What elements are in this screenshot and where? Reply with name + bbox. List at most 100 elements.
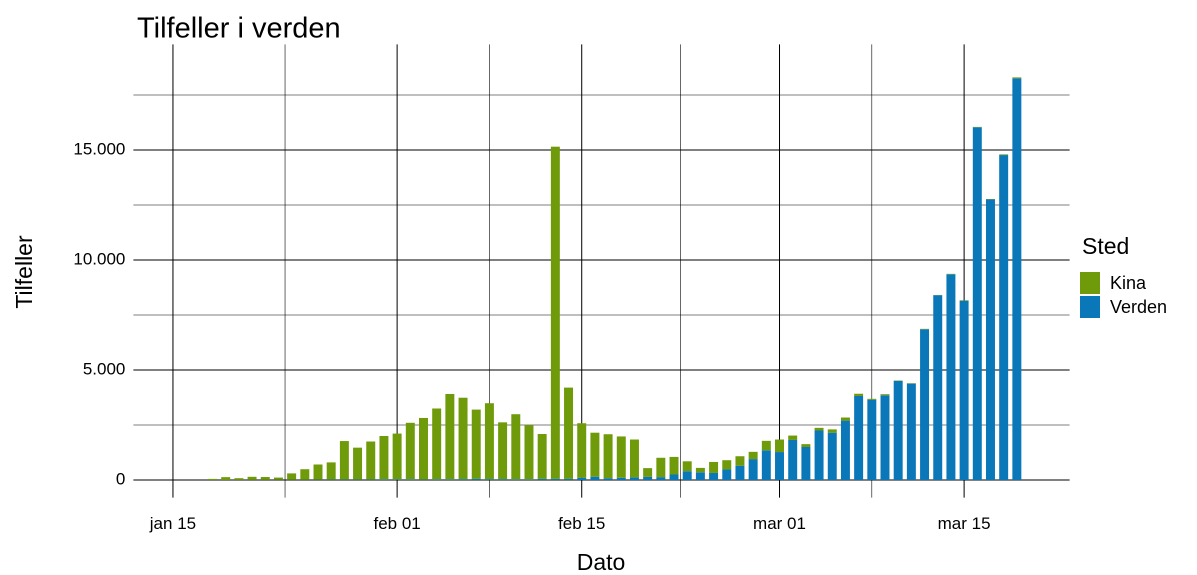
bar-segment — [722, 469, 732, 480]
bar-segment — [682, 461, 692, 472]
bar-segment — [511, 414, 521, 480]
bar-segment — [287, 473, 297, 480]
bar-segment — [695, 467, 705, 473]
bar-segment — [208, 478, 217, 480]
bar-segment — [484, 403, 494, 480]
bar-segment — [550, 146, 560, 479]
bar-segment — [735, 456, 745, 466]
bar-segment — [379, 479, 389, 480]
y-tick-label: 0 — [116, 469, 125, 488]
bar-segment — [326, 462, 336, 480]
bar-segment — [656, 477, 666, 480]
bar-segment — [999, 155, 1009, 480]
bar-segment — [405, 422, 415, 480]
y-axis-label: Tilfeller — [11, 235, 37, 309]
bar-segment — [748, 451, 758, 460]
bar-segment — [445, 393, 455, 480]
bar-segment — [722, 460, 732, 470]
bar-segment — [247, 476, 257, 480]
bar-segment — [643, 468, 653, 477]
bar-segment — [419, 417, 428, 480]
bar-segment — [313, 464, 323, 480]
bar-segment — [986, 199, 995, 480]
bar-segment — [656, 457, 666, 478]
bar-segment — [432, 408, 442, 480]
bar-segment — [564, 478, 574, 480]
bar-segment — [603, 478, 613, 480]
bar-segment — [629, 439, 639, 478]
bar-segment — [761, 450, 771, 480]
bar-segment — [946, 274, 956, 480]
bar-segment — [537, 478, 547, 480]
bar-segment — [524, 425, 534, 480]
bar-segment — [999, 154, 1009, 156]
y-tick-label: 5.000 — [83, 359, 126, 378]
x-tick-label: mar 15 — [938, 514, 991, 533]
bar-segment — [564, 387, 574, 479]
bar-segment — [445, 479, 455, 480]
bar-segment — [392, 479, 402, 480]
bar-segment — [550, 478, 560, 480]
chart-title: Tilfeller i verden — [137, 13, 341, 45]
bar-segment — [260, 477, 270, 480]
bar-segment — [827, 429, 837, 433]
y-tick-label: 15.000 — [73, 139, 125, 158]
bar-segment — [709, 461, 719, 473]
bar-segment — [893, 381, 903, 480]
bar-segment — [353, 447, 363, 480]
bar-segment — [827, 432, 837, 480]
bar-segment — [788, 435, 798, 440]
bar-segment — [405, 479, 415, 480]
grid — [133, 44, 1070, 498]
bar-segment — [669, 456, 679, 475]
bar-segment — [498, 479, 508, 480]
bar-segment — [629, 477, 639, 480]
bar-segment — [458, 479, 468, 480]
bar-segment — [801, 447, 811, 480]
bar-segment — [643, 476, 653, 480]
bar-segment — [537, 434, 547, 479]
bar-segment — [669, 474, 679, 480]
bar-segment — [906, 383, 916, 480]
bar-segment — [775, 439, 784, 453]
bar-segment — [366, 441, 376, 480]
bars — [208, 77, 1022, 480]
bar-segment — [840, 420, 850, 480]
bar-segment — [392, 433, 402, 480]
bar-segment — [524, 479, 534, 480]
bar-segment — [471, 478, 481, 480]
x-tick-label: mar 01 — [753, 514, 806, 533]
bar-segment — [498, 422, 508, 480]
bar-segment — [788, 439, 798, 480]
legend-key — [1080, 296, 1100, 318]
bar-segment — [775, 452, 784, 480]
bar-segment — [814, 430, 824, 480]
bar-segment — [933, 295, 943, 480]
labels: 0 5.000 10.000 15.000 jan 15 feb 01 feb 15 mar … — [73, 139, 1167, 533]
x-tick-label: jan 15 — [149, 514, 196, 533]
legend-label: Kina — [1110, 273, 1147, 293]
bar-segment — [1012, 77, 1022, 79]
bar-segment — [695, 472, 705, 480]
legend-title: Sted — [1082, 233, 1129, 259]
bar-segment — [339, 441, 349, 480]
legend-key — [1080, 272, 1100, 294]
bar-segment — [273, 477, 283, 480]
bar-segment — [972, 127, 982, 480]
bar-segment — [880, 395, 890, 480]
bar-segment — [458, 397, 468, 480]
bar-segment — [735, 465, 745, 480]
y-tick-label: 10.000 — [73, 249, 125, 268]
bar-segment — [880, 394, 890, 396]
x-tick-label: feb 01 — [373, 514, 420, 533]
bar-segment — [432, 479, 442, 480]
bar-segment — [616, 436, 626, 478]
legend-label: Verden — [1110, 297, 1167, 317]
bar-segment — [867, 398, 877, 400]
bar-segment — [379, 436, 389, 480]
bar-segment — [959, 300, 969, 480]
bar-segment — [814, 427, 824, 431]
bar-segment — [748, 459, 758, 480]
x-axis-label: Dato — [577, 549, 626, 575]
